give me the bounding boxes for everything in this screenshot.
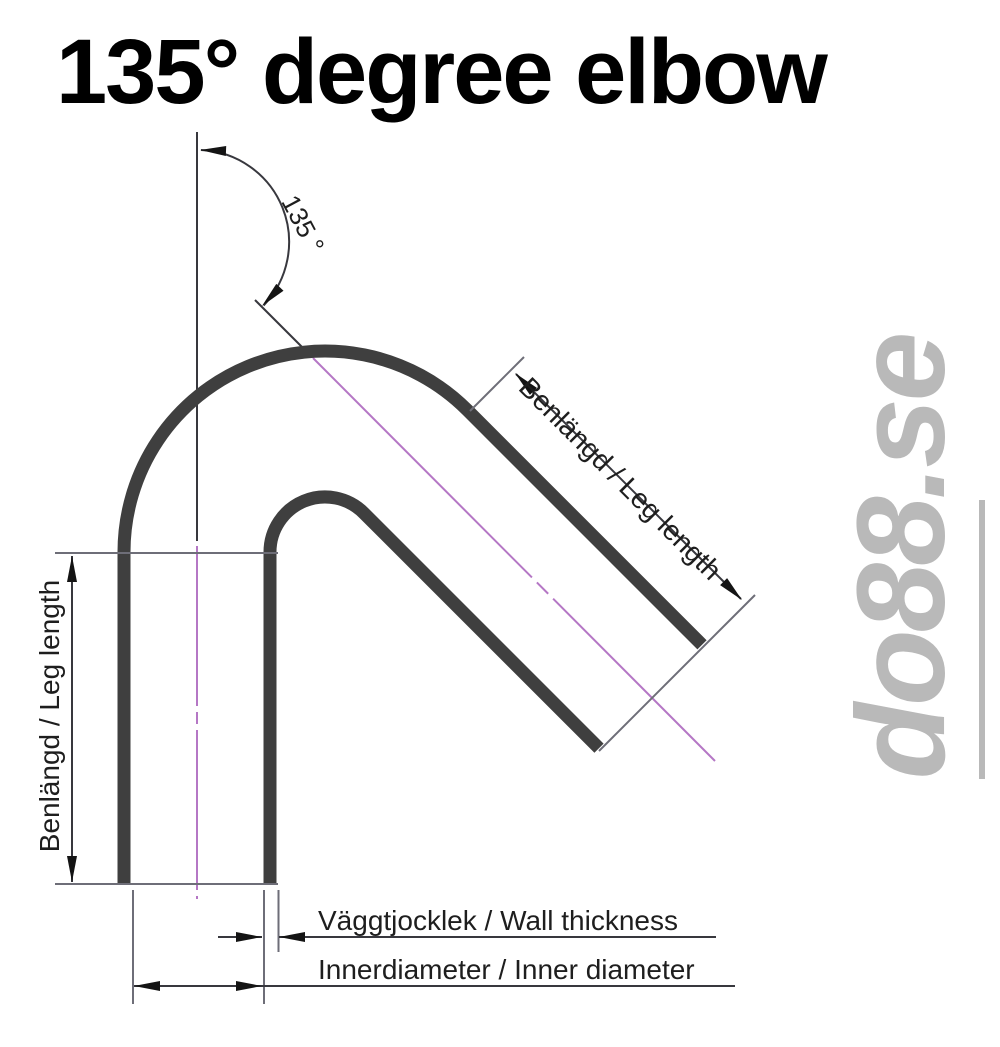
leg-length-vertical-dimension	[55, 552, 278, 882]
leg-length-diagonal-dimension-line	[515, 373, 742, 600]
leg-length-diagonal-arrow-start	[515, 373, 537, 395]
leg-length-vertical-label: Benlängd / Leg length	[34, 579, 65, 853]
wall-thickness-arrow-right	[279, 932, 305, 942]
bottom-dimensions	[132, 890, 735, 1004]
wall-thickness-label: Väggtjocklek / Wall thickness	[318, 905, 678, 936]
watermark-logo: do88.se	[832, 297, 985, 817]
inner-diameter-arrow-left	[134, 981, 160, 991]
leg-length-vertical-arrow-top	[67, 556, 77, 582]
extension-tick-bend-tangent	[469, 356, 525, 412]
leg-length-diagonal-arrow-end	[720, 578, 742, 600]
inner-diameter-arrow-right	[236, 981, 262, 991]
leg-length-diagonal-dimension	[469, 356, 742, 600]
wall-thickness-arrow-left	[236, 932, 262, 942]
leg-length-vertical-arrow-bottom	[67, 856, 77, 882]
inner-diameter-label: Innerdiameter / Inner diameter	[318, 954, 695, 985]
elbow-tube	[55, 344, 756, 885]
centerlines	[196, 357, 716, 899]
watermark-do88-text: do88	[832, 499, 985, 780]
watermark-se-text: .se	[832, 334, 971, 500]
angle-arc-arrow-top	[200, 146, 227, 156]
elbow-tube-inner-wall	[263, 490, 604, 883]
angle-dimension	[196, 132, 313, 541]
page-title: 135° degree elbow	[56, 21, 828, 123]
centerline-diagonal-leg	[312, 357, 716, 762]
tube-diagonal-end-cap	[598, 594, 756, 752]
angle-arc-arrow-bottom	[262, 283, 284, 306]
angle-arc	[200, 149, 291, 307]
elbow-tube-outer-wall	[117, 344, 707, 883]
